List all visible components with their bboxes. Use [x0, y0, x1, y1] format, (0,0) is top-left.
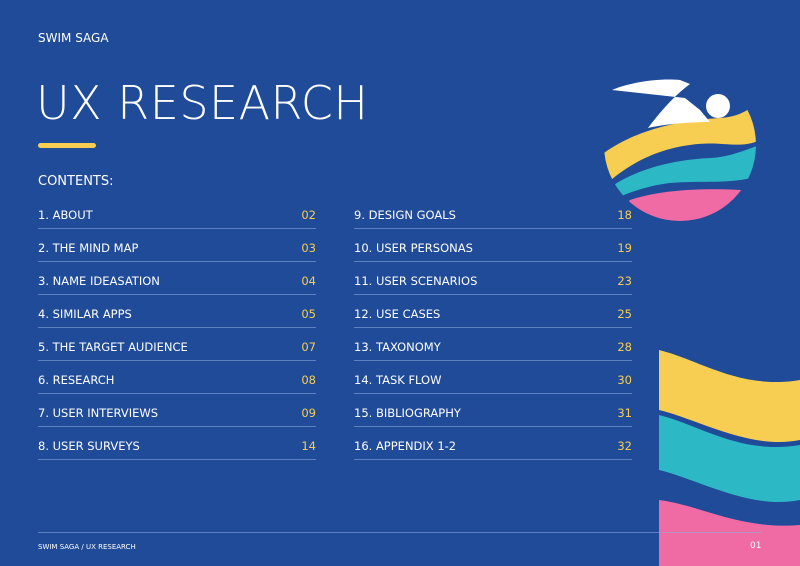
- entry-label: 9. DESIGN GOALS: [354, 208, 456, 222]
- entry-label: 2. THE MIND MAP: [38, 241, 139, 255]
- footer-divider: [38, 532, 762, 533]
- entry-page: 18: [617, 208, 632, 222]
- contents-row: 11. USER SCENARIOS 23: [354, 262, 632, 295]
- contents-row: 2. THE MIND MAP 03: [38, 229, 316, 262]
- entry-page: 07: [301, 340, 316, 354]
- entry-page: 05: [301, 307, 316, 321]
- footer-text: SWIM SAGA / UX RESEARCH: [38, 543, 136, 551]
- entry-label: 16. APPENDIX 1-2: [354, 439, 457, 453]
- entry-page: 09: [301, 406, 316, 420]
- entry-page: 30: [617, 373, 632, 387]
- entry-label: 1. ABOUT: [38, 208, 93, 222]
- entry-label: 7. USER INTERVIEWS: [38, 406, 159, 420]
- contents-row: 3. NAME IDEASATION 04: [38, 262, 316, 295]
- title: UX RESEARCH: [36, 76, 369, 130]
- entry-page: 02: [301, 208, 316, 222]
- entry-label: 12. USE CASES: [354, 307, 441, 321]
- entry-label: 3. NAME IDEASATION: [38, 274, 160, 288]
- entry-label: 11. USER SCENARIOS: [354, 274, 478, 288]
- entry-label: 15. BIBLIOGRAPHY: [354, 406, 461, 420]
- entry-label: 5. THE TARGET AUDIENCE: [38, 340, 188, 354]
- contents-row: 5. THE TARGET AUDIENCE 07: [38, 328, 316, 361]
- contents-row: 14. TASK FLOW 30: [354, 361, 632, 394]
- entry-label: 13. TAXONOMY: [354, 340, 441, 354]
- footer-page: 01: [750, 541, 762, 551]
- contents-row: 15. BIBLIOGRAPHY 31: [354, 394, 632, 427]
- entry-label: 8. USER SURVEYS: [38, 439, 140, 453]
- entry-page: 19: [617, 241, 632, 255]
- swimmer-head: [706, 94, 730, 118]
- entry-page: 25: [617, 307, 632, 321]
- swimmer: [612, 79, 710, 128]
- entry-page: 03: [301, 241, 316, 255]
- entry-page: 31: [617, 406, 632, 420]
- contents-row: 1. ABOUT 02: [38, 196, 316, 229]
- contents-row: 7. USER INTERVIEWS 09: [38, 394, 316, 427]
- contents-row: 16. APPENDIX 1-2 32: [354, 427, 632, 460]
- contents-row: 6. RESEARCH 08: [38, 361, 316, 394]
- entry-page: 32: [617, 439, 632, 453]
- entry-page: 08: [301, 373, 316, 387]
- contents-label: CONTENTS:: [38, 174, 114, 189]
- brand: SWIM SAGA: [38, 31, 109, 45]
- accent-bar: [38, 143, 96, 148]
- entry-label: 14. TASK FLOW: [354, 373, 442, 387]
- entry-label: 6. RESEARCH: [38, 373, 115, 387]
- side-waves: [659, 350, 800, 566]
- contents-row: 8. USER SURVEYS 14: [38, 427, 316, 460]
- entry-page: 23: [617, 274, 632, 288]
- contents-row: 13. TAXONOMY 28: [354, 328, 632, 361]
- contents-row: 10. USER PERSONAS 19: [354, 229, 632, 262]
- entry-page: 04: [301, 274, 316, 288]
- contents-row: 4. SIMILAR APPS 05: [38, 295, 316, 328]
- contents-row: 12. USE CASES 25: [354, 295, 632, 328]
- entry-label: 10. USER PERSONAS: [354, 241, 473, 255]
- entry-page: 14: [301, 439, 316, 453]
- entry-label: 4. SIMILAR APPS: [38, 307, 132, 321]
- contents-row: 9. DESIGN GOALS 18: [354, 196, 632, 229]
- entry-page: 28: [617, 340, 632, 354]
